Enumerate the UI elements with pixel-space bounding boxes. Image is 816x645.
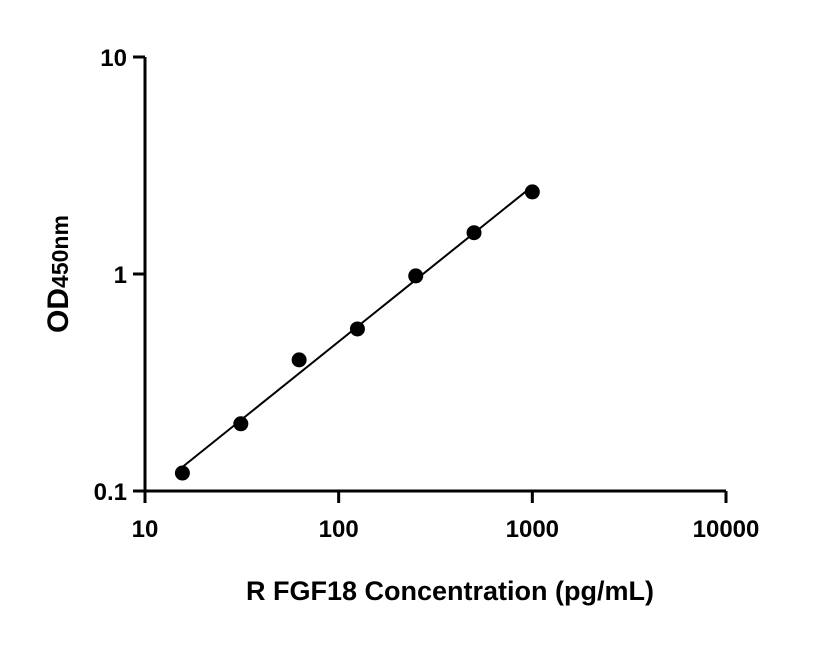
data-marks xyxy=(174,184,540,481)
data-point xyxy=(466,225,482,241)
data-point xyxy=(233,416,249,432)
y-axis-label-main: OD xyxy=(42,288,75,333)
data-point xyxy=(524,184,540,200)
y-tick-label: 0.1 xyxy=(94,479,127,506)
x-tick-label: 10000 xyxy=(693,516,760,543)
y-axis-label: OD450nm xyxy=(42,215,75,333)
y-axis-label-sub: 450nm xyxy=(47,215,73,288)
data-point xyxy=(174,465,190,481)
x-tick-label: 1000 xyxy=(506,516,559,543)
x-tick-label: 10 xyxy=(132,516,159,543)
data-point xyxy=(291,352,307,368)
x-axis-label: R FGF18 Concentration (pg/mL) xyxy=(246,576,654,606)
y-tick-label: 1 xyxy=(114,262,127,289)
x-tick-label: 100 xyxy=(319,516,359,543)
data-point xyxy=(408,268,424,284)
data-point xyxy=(349,321,365,337)
ticks: 10 100 1000 10000 0.1 1 10 xyxy=(94,45,760,543)
y-tick-label: 10 xyxy=(100,45,127,72)
